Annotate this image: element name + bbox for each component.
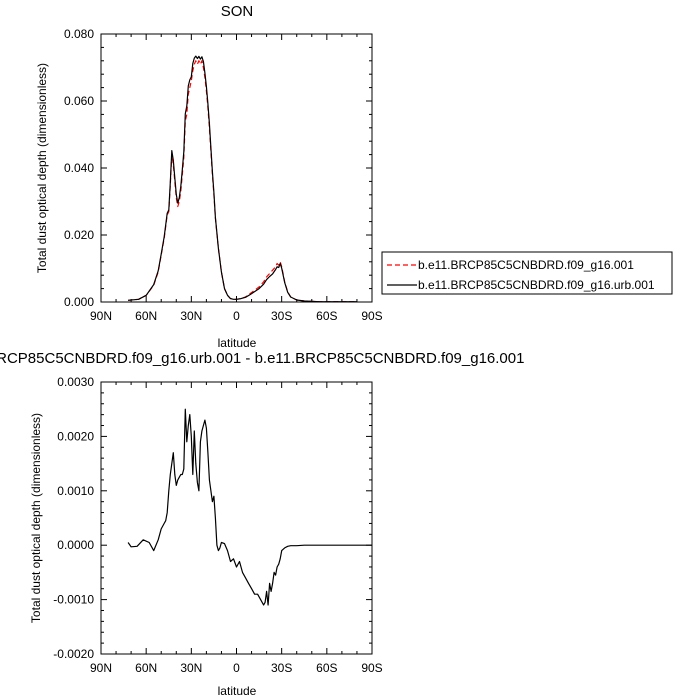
bottom-chart-ytick-label: 0.0030 [57, 375, 94, 389]
bottom-chart-xtick-label: 30S [271, 661, 292, 675]
legend-label-series-1: b.e11.BRCP85C5CNBDRD.f09_g16.001 [418, 258, 634, 272]
top-chart-xlabel: latitude [218, 336, 257, 350]
top-chart-xtick-label: 90S [361, 309, 382, 323]
top-chart-ytick-label: 0.060 [64, 94, 94, 108]
top-chart-series-line-2 [128, 55, 357, 303]
top-chart-plot-frame [100, 33, 373, 303]
bottom-chart-ylabel: Total dust optical depth (dimensionless) [29, 413, 43, 623]
top-chart-ylabel: Total dust optical depth (dimensionless) [35, 63, 49, 273]
bottom-chart-ytick-label: 0.0010 [57, 484, 94, 498]
bottom-chart-xtick-label: 60N [135, 661, 157, 675]
top-chart-ytick-label: 0.020 [64, 228, 94, 242]
top-chart: SON 90N 60N 30N 0 30S 60S 90S 0.000 0.020 0.040 0.… [35, 3, 673, 350]
bottom-chart-xtick-label: 90S [361, 661, 382, 675]
bottom-chart-xlabel: latitude [218, 684, 257, 698]
top-chart-title: SON [221, 3, 254, 20]
legend-label-series-2: b.e11.BRCP85C5CNBDRD.f09_g16.urb.001 [418, 278, 655, 292]
top-chart-ytick-label: 0.040 [64, 161, 94, 175]
top-chart-ytick-label: 0.000 [64, 295, 94, 309]
top-chart-xtick-label: 60N [135, 309, 157, 323]
bottom-chart-xtick-label: 0 [233, 661, 240, 675]
bottom-chart-ytick-label: 0.0000 [57, 538, 94, 552]
top-chart-xtick-label: 30N [180, 309, 202, 323]
bottom-chart-ytick-label: -0.0020 [53, 647, 94, 661]
bottom-chart-title: b.e11.BRCP85C5CNBDRD.f09_g16.urb.001 - b… [0, 350, 524, 367]
bottom-chart-series-line-1 [127, 408, 372, 606]
bottom-chart-plot-frame [100, 381, 373, 655]
bottom-chart-xtick-label: 60S [316, 661, 337, 675]
bottom-chart-xtick-label: 30N [180, 661, 202, 675]
bottom-chart-ytick-label: 0.0020 [57, 429, 94, 443]
top-chart-series-line-1 [128, 60, 357, 303]
top-chart-xtick-label: 60S [316, 309, 337, 323]
top-chart-xtick-label: 0 [233, 309, 240, 323]
top-chart-ytick-label: 0.080 [64, 27, 94, 41]
bottom-chart-xtick-label: 90N [90, 661, 112, 675]
legend: b.e11.BRCP85C5CNBDRD.f09_g16.001 b.e11.B… [381, 251, 673, 295]
top-chart-xtick-label: 30S [271, 309, 292, 323]
top-chart-xtick-label: 90N [90, 309, 112, 323]
bottom-chart: b.e11.BRCP85C5CNBDRD.f09_g16.urb.001 - b… [0, 350, 524, 698]
bottom-chart-ytick-label: -0.0010 [53, 593, 94, 607]
legend-box [381, 251, 673, 295]
